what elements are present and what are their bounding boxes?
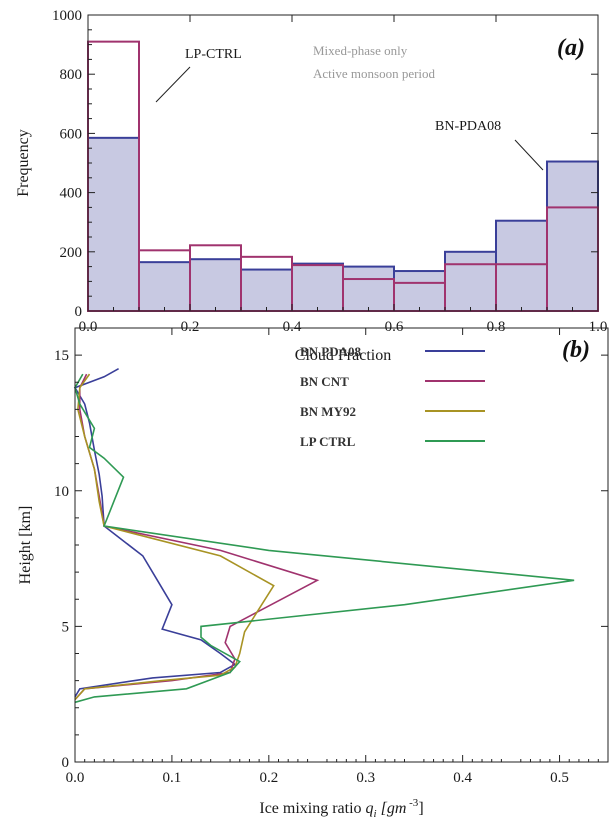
profile-line-lp-ctrl — [74, 373, 575, 704]
x-axis-label-part: ] — [418, 800, 423, 817]
x-tick-label: 0.2 — [181, 319, 200, 335]
x-axis-label-part: Ice mixing ratio — [259, 800, 365, 817]
panel-b-line-chart: 0.0 0.1 0.2 0.3 0.4 0.5 0 5 10 15 Ice mixing ratio… — [17, 327, 609, 820]
panel-a-histogram: 0.0 0.2 0.4 0.6 0.8 1.0 0 200 400 600 800 1000 Cloud… — [15, 8, 607, 364]
x-tick-label: 0.4 — [453, 770, 472, 786]
hist-bar-bn-pda08 — [495, 219, 548, 312]
y-tick-label: 5 — [62, 619, 70, 635]
hist-bar-bn-pda08 — [393, 270, 446, 313]
x-tick-label: 0.0 — [66, 770, 85, 786]
annotation-leader-line — [514, 139, 544, 171]
x-axis-label-part: -3 — [406, 797, 418, 809]
y-tick-label: 1000 — [52, 8, 82, 24]
x-axis-label-part: i — [374, 808, 377, 820]
legend-label: BN MY92 — [300, 404, 356, 419]
y-tick-label: 0 — [75, 304, 83, 320]
x-tick-label: 1.0 — [589, 319, 608, 335]
y-tick-label: 15 — [54, 348, 69, 364]
x-tick-label: 0.6 — [385, 319, 404, 335]
y-tick-label: 10 — [54, 484, 69, 500]
x-axis-label: Cloud Fraction — [295, 347, 391, 364]
x-tick-label: 0.2 — [259, 770, 278, 786]
x-tick-label: 0.4 — [283, 319, 302, 335]
x-axis-label-part: q — [366, 800, 374, 817]
note-mixed-phase: Mixed-phase only — [313, 43, 408, 58]
x-axis-label-part: [gm — [377, 800, 407, 817]
x-axis-label: Ice mixing ratio qi [gm -3] — [259, 797, 423, 820]
hist-bar-bn-pda08 — [189, 258, 242, 313]
profile-line-bn-my92 — [74, 373, 275, 701]
x-tick-label: 0.1 — [163, 770, 182, 786]
legend-label: LP CTRL — [300, 434, 356, 449]
y-axis-label: Height [km] — [17, 506, 34, 585]
panel-label-b: (b) — [562, 337, 590, 363]
annotation-bn-pda08: BN-PDA08 — [435, 119, 501, 134]
legend-label: BN CNT — [300, 374, 349, 389]
x-tick-label: 0.0 — [79, 319, 98, 335]
hist-bar-bn-pda08 — [138, 261, 191, 313]
profile-line-bn-cnt — [74, 373, 320, 701]
hist-bar-bn-pda08 — [291, 262, 344, 313]
hist-bar-bn-pda08 — [342, 265, 395, 313]
profile-line-bn-pda08 — [73, 368, 237, 698]
plot-frame — [74, 327, 609, 763]
annotation-leader-line — [155, 66, 191, 103]
y-tick-label: 400 — [60, 186, 83, 202]
y-tick-label: 800 — [60, 67, 83, 83]
y-tick-label: 0 — [62, 755, 70, 771]
y-tick-label: 200 — [60, 245, 83, 261]
panel-label-a: (a) — [557, 35, 585, 61]
x-tick-label: 0.5 — [550, 770, 569, 786]
legend-label: BN PDA08 — [300, 344, 362, 359]
hist-bar-bn-pda08 — [87, 136, 140, 312]
hist-bar-bn-pda08 — [240, 268, 293, 312]
x-tick-label: 0.8 — [487, 319, 506, 335]
y-axis-label: Frequency — [15, 129, 32, 197]
y-tick-label: 600 — [60, 126, 83, 142]
note-monsoon-period: Active monsoon period — [313, 66, 436, 81]
annotation-lp-ctrl: LP-CTRL — [185, 47, 242, 62]
hist-bar-bn-pda08 — [444, 250, 497, 313]
hist-bar-bn-pda08 — [546, 160, 599, 312]
x-tick-label: 0.3 — [356, 770, 375, 786]
